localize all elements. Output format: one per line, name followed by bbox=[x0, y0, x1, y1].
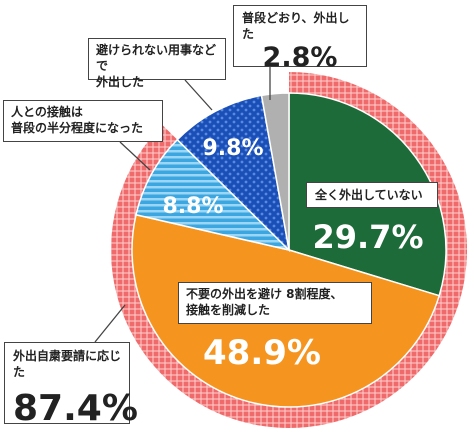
leader-lines-layer bbox=[94, 67, 271, 343]
callout-normal-outing-value: 2.8% bbox=[262, 42, 338, 73]
slice-reduced-80-value: 48.9% bbox=[203, 333, 321, 373]
callout-complied-request-label: 外出自粛要請に応じた bbox=[13, 349, 122, 379]
callout-reduced-80: 不要の外出を避け 8割程度、 接触を削減した bbox=[178, 282, 372, 324]
callout-reduced-80-line1: 不要の外出を避け 8割程度、 bbox=[186, 287, 343, 301]
callout-normal-outing: 普段どおり、外出した 2.8% bbox=[233, 5, 367, 73]
leader-complied-request bbox=[94, 304, 126, 343]
slice-labels-layer: 29.7% 48.9% 8.8% 9.8% bbox=[162, 136, 423, 373]
callout-unavoidable-errands-line2: 外出した bbox=[96, 75, 145, 89]
slice-not-going-out-value: 29.7% bbox=[312, 218, 423, 256]
callout-complied-request-value: 87.4% bbox=[13, 388, 138, 429]
callout-not-going-out: 全く外出していない bbox=[306, 182, 438, 208]
slice-half-contact-value: 8.8% bbox=[162, 194, 223, 219]
callout-half-contact-line1: 人との接触は bbox=[11, 105, 83, 119]
callout-normal-outing-label: 普段どおり、外出した bbox=[242, 11, 350, 41]
callout-not-going-out-label: 全く外出していない bbox=[315, 188, 423, 202]
slice-normal-outing bbox=[260, 92, 290, 251]
leader-half-contact bbox=[119, 141, 151, 171]
callout-unavoidable-errands-line1: 避けられない用事などで bbox=[96, 43, 217, 73]
callout-unavoidable-errands: 避けられない用事などで 外出した bbox=[88, 38, 226, 89]
slice-half-contact bbox=[135, 138, 292, 252]
slice-unavoidable-errands bbox=[176, 94, 291, 253]
callout-complied-request: 外出自粛要請に応じた 87.4% bbox=[4, 342, 138, 429]
callout-reduced-80-line2: 接触を削減した bbox=[186, 303, 271, 317]
slice-unavoidable-errands-value: 9.8% bbox=[202, 136, 263, 161]
leader-unavoidable-errands bbox=[184, 79, 213, 111]
callout-half-contact: 人との接触は 普段の半分程度になった bbox=[3, 100, 163, 142]
callout-half-contact-line2: 普段の半分程度になった bbox=[11, 121, 144, 135]
